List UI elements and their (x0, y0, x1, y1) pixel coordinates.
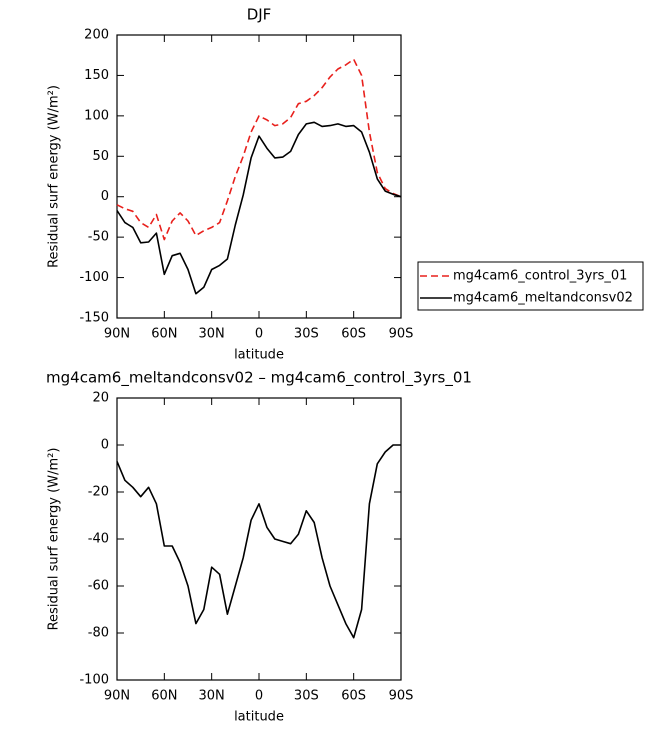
x-axis-label: latitude (234, 710, 284, 725)
plot-frame (116, 397, 402, 681)
x-tick-label: 30S (294, 327, 319, 342)
x-axis-label: latitude (234, 348, 284, 363)
x-tick-label: 90N (104, 327, 130, 342)
x-tick-label: 0 (255, 689, 263, 704)
x-tick-label: 30S (294, 689, 319, 704)
y-tick-label: -80 (88, 626, 109, 641)
y-tick-label: 100 (84, 108, 109, 123)
x-tick-label: 30N (199, 689, 225, 704)
x-tick-label: 90N (104, 689, 130, 704)
y-tick-label: -20 (88, 485, 109, 500)
y-axis-label: Residual surf energy (W/m²) (47, 85, 62, 268)
y-tick-label: -40 (88, 532, 109, 547)
x-tick-label: 90S (389, 689, 414, 704)
x-tick-label: 30N (199, 327, 225, 342)
y-axis-label: Residual surf energy (W/m²) (47, 448, 62, 631)
y-tick-label: -100 (79, 673, 109, 688)
y-tick-label: 150 (84, 68, 109, 83)
chart-title: mg4cam6_meltandconsv02 – mg4cam6_control… (46, 369, 472, 388)
legend-box (417, 261, 644, 311)
y-tick-label: 50 (92, 149, 109, 164)
series-line (116, 121, 402, 295)
y-tick-label: 0 (101, 438, 109, 453)
x-tick-label: 90S (389, 327, 414, 342)
y-tick-label: -60 (88, 579, 109, 594)
series-line (116, 444, 401, 639)
y-tick-label: -150 (79, 311, 109, 326)
x-tick-label: 60N (151, 327, 177, 342)
legend-label: mg4cam6_meltandconsv02 (453, 291, 633, 306)
y-tick-label: 0 (101, 189, 109, 204)
series-line (116, 58, 402, 241)
y-tick-label: -100 (79, 270, 109, 285)
legend-label: mg4cam6_control_3yrs_01 (453, 269, 627, 284)
x-tick-label: 60S (341, 689, 366, 704)
x-tick-label: 60S (341, 327, 366, 342)
chart-title: DJF (247, 6, 272, 24)
x-tick-label: 60N (151, 689, 177, 704)
y-tick-label: 200 (84, 28, 109, 43)
y-tick-label: 20 (92, 391, 109, 406)
plot-frame (116, 34, 402, 319)
y-tick-label: -50 (88, 230, 109, 245)
x-tick-label: 0 (255, 327, 263, 342)
